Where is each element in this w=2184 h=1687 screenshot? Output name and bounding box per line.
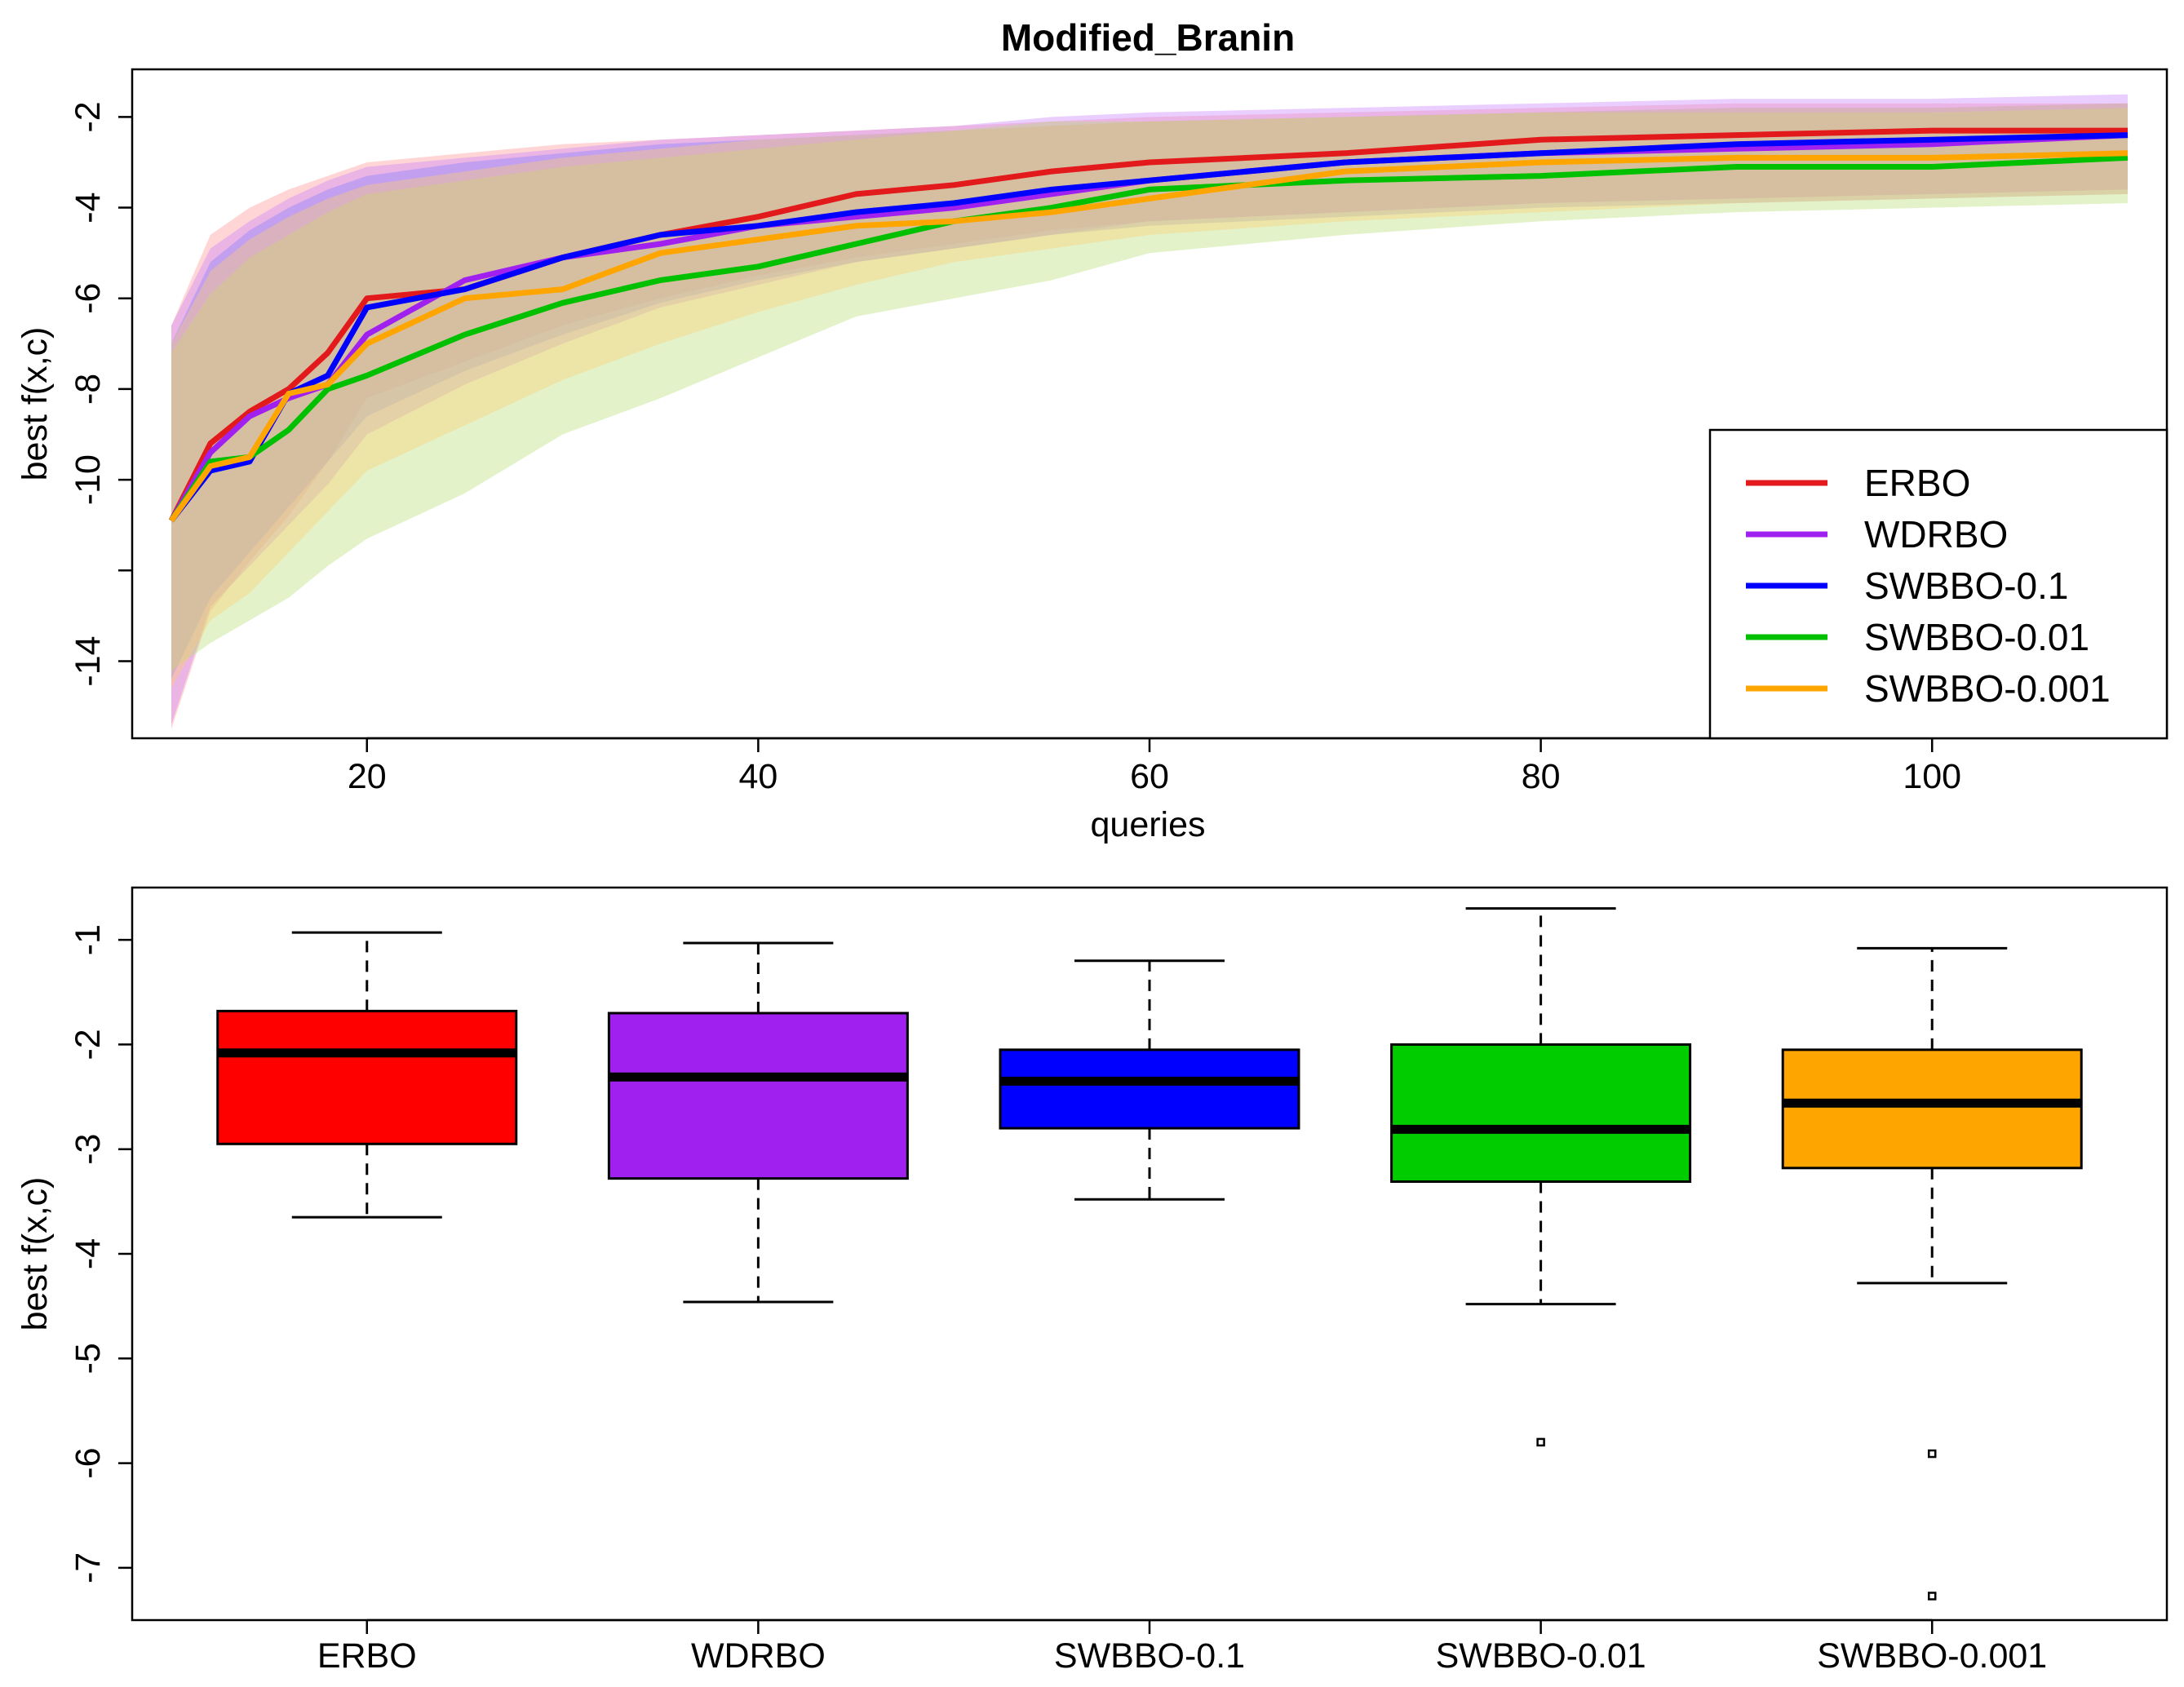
x-tick-label: 100 [1903, 757, 1961, 796]
iqr-box [1781, 1048, 2083, 1170]
outlier-point [1927, 1592, 1937, 1601]
iqr-box [607, 1012, 909, 1180]
box-plots [216, 907, 2083, 1601]
y-tick-label: -4 [69, 192, 108, 223]
category-label: ERBO [317, 1636, 417, 1676]
y-tick-label: -6 [69, 283, 108, 314]
x-tick-label: 40 [738, 757, 777, 796]
iqr-box [1390, 1043, 1692, 1183]
box-y-tick-label: -3 [69, 1134, 108, 1165]
box-wdrbo [607, 941, 909, 1304]
x-axis-label: queries [1090, 805, 1205, 844]
box-x-axis: ERBO WDRBO SWBBO-0.1 SWBBO-0.01 SWBBO-0.001 [317, 1618, 2047, 1676]
y-tick-label: -2 [69, 101, 108, 132]
legend-label: WDRBO [1864, 513, 2008, 556]
box-erbo [216, 931, 518, 1219]
box-y-tick-label: -4 [69, 1238, 108, 1269]
box-y-tick-label: -7 [69, 1552, 108, 1583]
iqr-box [999, 1048, 1300, 1130]
line-chart-panel: Modified_Branin 20 40 60 80 100 -14 -10 -8 -6 -4… [16, 16, 2168, 844]
box-y-tick-label: -1 [69, 924, 108, 955]
category-label: WDRBO [691, 1636, 826, 1676]
line-swbbo-001 [169, 154, 2129, 523]
y-tick-label: -8 [69, 374, 108, 405]
box-plot-frame [131, 886, 2168, 1622]
box-swbbo-001 [1390, 907, 1692, 1447]
legend-label: SWBBO-0.001 [1864, 667, 2111, 710]
band-swbbo-001 [171, 108, 2128, 671]
category-label: SWBBO-0.1 [1054, 1636, 1245, 1676]
x-tick-label: 20 [348, 757, 387, 796]
box-y-tick-label: -5 [69, 1343, 108, 1374]
box-y-axis-label: best f(x,c) [16, 1177, 55, 1331]
category-label: SWBBO-0.001 [1817, 1636, 2047, 1676]
outlier-point [1927, 1449, 1937, 1459]
category-label: SWBBO-0.01 [1436, 1636, 1646, 1676]
y-axis-label: best f(x,c) [16, 327, 55, 481]
band-erbo [171, 103, 2128, 729]
box-swbbo-0001 [1781, 946, 2083, 1601]
series-lines [168, 127, 2129, 523]
chart-title: Modified_Branin [1001, 16, 1295, 59]
box-plot-panel: ERBO WDRBO SWBBO-0.1 SWBBO-0.01 SWBBO-0.001 … [16, 886, 2168, 1676]
y-axis: -14 -10 -8 -6 -4 -2 [69, 101, 132, 687]
box-y-tick-label: -2 [69, 1029, 108, 1060]
x-tick-label: 80 [1522, 757, 1561, 796]
line-swbbo-0001 [169, 150, 2129, 523]
y-tick-label: -10 [69, 454, 108, 505]
legend-label: SWBBO-0.1 [1864, 565, 2069, 607]
legend-label: SWBBO-0.01 [1864, 616, 2089, 658]
x-tick-label: 60 [1130, 757, 1169, 796]
band-swbbo-0001 [171, 103, 2128, 689]
iqr-box [216, 1009, 518, 1145]
band-swbbo-01 [171, 103, 2128, 680]
plot-frame [131, 68, 2168, 740]
outlier-point [1536, 1437, 1545, 1447]
box-y-tick-label: -6 [69, 1447, 108, 1478]
box-y-axis: -7 -6 -5 -4 -3 -2 -1 [69, 924, 132, 1583]
legend-label: ERBO [1864, 462, 1970, 504]
box-swbbo-01 [999, 959, 1300, 1201]
legend: ERBO WDRBO SWBBO-0.1 SWBBO-0.01 SWBBO-0.001 [1708, 428, 2168, 740]
y-tick-label: -14 [69, 635, 108, 686]
line-erbo [168, 127, 2128, 522]
